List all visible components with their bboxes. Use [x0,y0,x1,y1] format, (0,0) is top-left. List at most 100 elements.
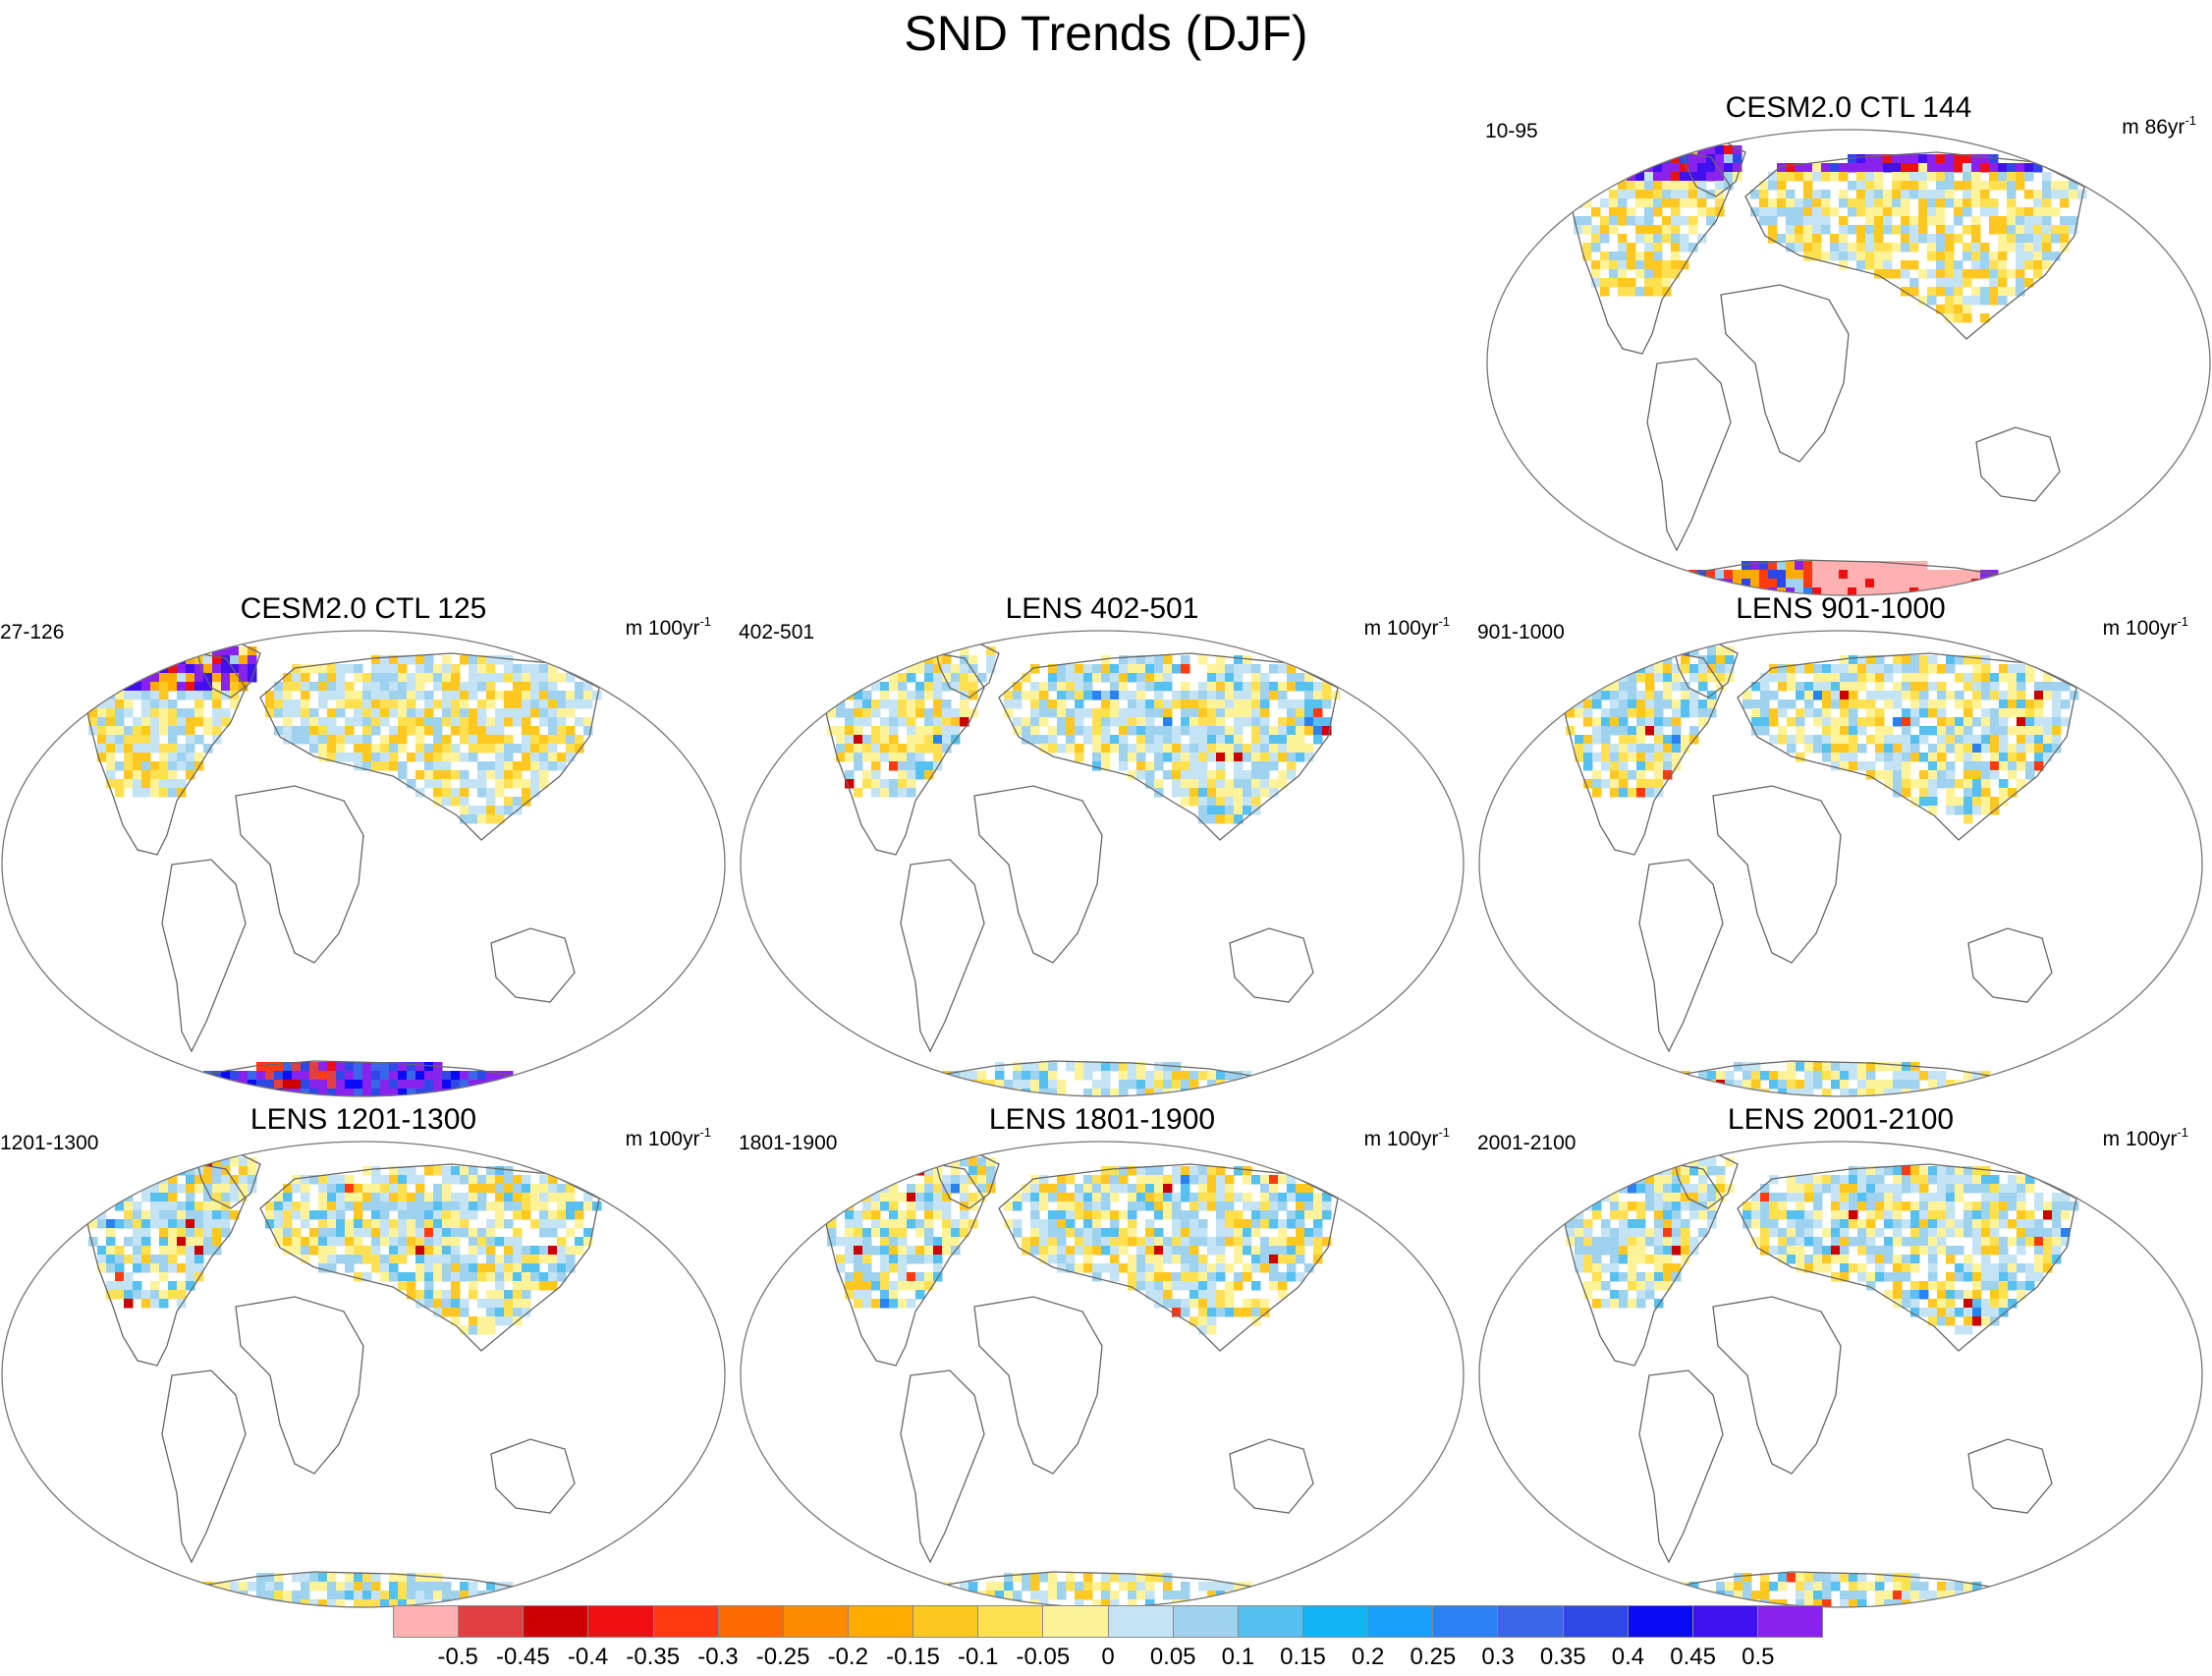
panel-units: m 100yr-1 [1364,615,1450,642]
units-text: m 86yr [2122,116,2185,139]
colorbar-swatch [1368,1605,1434,1638]
coastline-greenland [934,1153,1000,1209]
colorbar-label: -0.15 [886,1644,940,1670]
colorbar-label: -0.4 [567,1644,609,1670]
colorbar-swatch [1498,1605,1564,1638]
map-frame [740,630,1465,1097]
panel-period: 402-501 [739,621,815,643]
colorbar-label: 0.3 [1481,1644,1515,1670]
colorbar-swatch [524,1605,589,1638]
coastline-africa [973,785,1103,964]
units-exponent: -1 [699,1125,711,1140]
coastline-greenland [1673,1153,1739,1209]
units-exponent: -1 [699,614,711,629]
colorbar-swatch [393,1605,460,1638]
colorbar-label: -0.35 [626,1644,681,1670]
colorbar-label: -0.1 [957,1644,999,1670]
coastlines [821,1153,1339,1607]
trend-field [1566,1157,2079,1607]
panel-period: 2001-2100 [1477,1132,1576,1154]
map-panel: CESM2.0 CTL 144 10-95 m 86yr-1 [1485,88,2212,597]
colorbar-label: -0.5 [437,1644,478,1670]
colorbar-label: 0.2 [1352,1644,1385,1670]
panel-units: m 100yr-1 [626,615,711,642]
panel-period: 901-1000 [1477,621,1565,643]
colorbar-label: 0.35 [1539,1644,1586,1670]
coastline-southAmerica [1646,358,1732,552]
colorbar-label: -0.45 [496,1644,550,1670]
coastline-australia [490,1438,576,1514]
units-text: m 100yr [1363,617,1439,640]
coastline-greenland [195,1153,261,1209]
colorbar-label: -0.05 [1016,1644,1071,1670]
panel-title: LENS 2001-2100 [1727,1103,1955,1136]
coastline-northAmerica [83,1158,247,1367]
map-frame [1486,129,2211,596]
colorbar-label: 0.5 [1742,1644,1775,1670]
colorbar-swatch [588,1605,654,1638]
map-frame [1478,630,2203,1097]
coastline-australia [1229,927,1314,1003]
coastline-australia [1975,426,2061,502]
colorbar-label: 0.4 [1611,1644,1645,1670]
coastline-australia [1967,1438,2053,1514]
units-text: m 100yr [2102,1128,2178,1150]
coastline-australia [1229,1438,1314,1514]
colorbar-label: 0.05 [1149,1644,1196,1670]
colorbar-swatch [848,1605,914,1638]
world-map [740,1141,1465,1608]
coastline-greenland [934,642,1000,698]
colorbar-swatch [1043,1605,1109,1638]
map-panel: LENS 901-1000 901-1000 m 100yr-1 [1477,589,2204,1098]
coastline-africa [1720,284,1850,463]
colorbar-swatch [1628,1605,1693,1638]
colorbar-swatch [653,1605,719,1638]
trend-field [88,646,602,1096]
units-text: m 100yr [1363,1128,1439,1150]
coastline-southAmerica [161,1369,247,1564]
coastline-northAmerica [1568,146,1732,355]
coastline-southAmerica [900,859,985,1053]
colorbar-swatch [1238,1605,1303,1638]
trend-field [1566,646,2079,1096]
map-panel: LENS 1201-1300 1201-1300 m 100yr-1 [0,1100,727,1609]
colorbar-swatch [1563,1605,1629,1638]
colorbar-swatch [1302,1605,1369,1638]
coastline-southAmerica [161,859,247,1053]
units-exponent: -1 [1438,1125,1450,1140]
coastline-africa [973,1296,1103,1475]
map-frame [1,1141,726,1608]
coastline-northAmerica [1560,647,1724,856]
coastline-northAmerica [821,1158,985,1367]
coastline-northAmerica [1560,1158,1724,1367]
coastline-northAmerica [821,647,985,856]
panel-period: 10-95 [1485,120,1538,142]
coastline-africa [235,785,364,964]
coastline-eurasia [998,652,1339,841]
colorbar-label: -0.25 [755,1644,810,1670]
trend-field [827,646,1341,1096]
coastline-northAmerica [83,647,247,856]
coastline-southAmerica [900,1369,985,1564]
coastline-africa [1712,785,1842,964]
colorbar-label: 0.45 [1670,1644,1716,1670]
coastline-eurasia [259,1163,600,1352]
panel-period: 1801-1900 [739,1132,838,1154]
colorbar-label: 0.15 [1280,1644,1326,1670]
colorbar-swatch [1692,1605,1758,1638]
coastline-greenland [1681,141,1746,197]
panel-period: 27-126 [0,621,65,643]
panel-title: LENS 1201-1300 [249,1103,477,1136]
colorbar-swatch [718,1605,784,1638]
coastline-eurasia [1744,151,2085,340]
units-text: m 100yr [2102,617,2178,640]
colorbar-swatch [1108,1605,1174,1638]
world-map [740,630,1465,1097]
panel-units: m 86yr-1 [2122,114,2196,141]
coastline-greenland [195,642,261,698]
coastline-australia [490,927,576,1003]
world-map [1478,630,2203,1097]
trend-field [88,1157,602,1607]
coastline-africa [235,1296,364,1475]
world-map [1,1141,726,1608]
